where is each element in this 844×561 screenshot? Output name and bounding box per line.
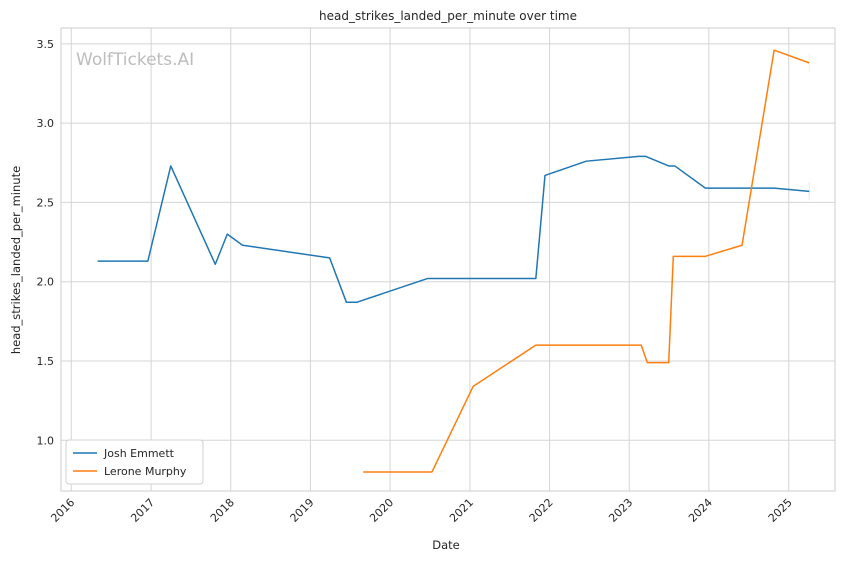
y-tick-label: 2.5 [37, 196, 55, 209]
y-axis-title: head_strikes_landed_per_minute [9, 166, 23, 354]
legend-label-josh-emmett: Josh Emmett [103, 447, 175, 460]
y-tick-label: 1.0 [37, 434, 55, 447]
legend: Josh Emmett Lerone Murphy [65, 439, 204, 485]
y-tick-label: 2.0 [37, 276, 55, 289]
y-tick-label: 3.5 [37, 38, 55, 51]
y-tick-label: 3.0 [37, 117, 55, 130]
chart-title: head_strikes_landed_per_minute over time [319, 9, 577, 23]
series-line-josh-emmett [97, 155, 810, 304]
x-axis-title: Date [432, 538, 460, 552]
legend-box [65, 439, 204, 485]
legend-label-lerone-murphy: Lerone Murphy [104, 465, 187, 478]
plot-area [61, 28, 835, 491]
y-tick-label: 1.5 [37, 355, 55, 368]
plot-frame [60, 27, 836, 492]
watermark: WolfTickets.AI [76, 50, 194, 70]
series-line-lerone-murphy [363, 49, 810, 473]
series-lines [97, 49, 810, 473]
grid [61, 28, 835, 491]
